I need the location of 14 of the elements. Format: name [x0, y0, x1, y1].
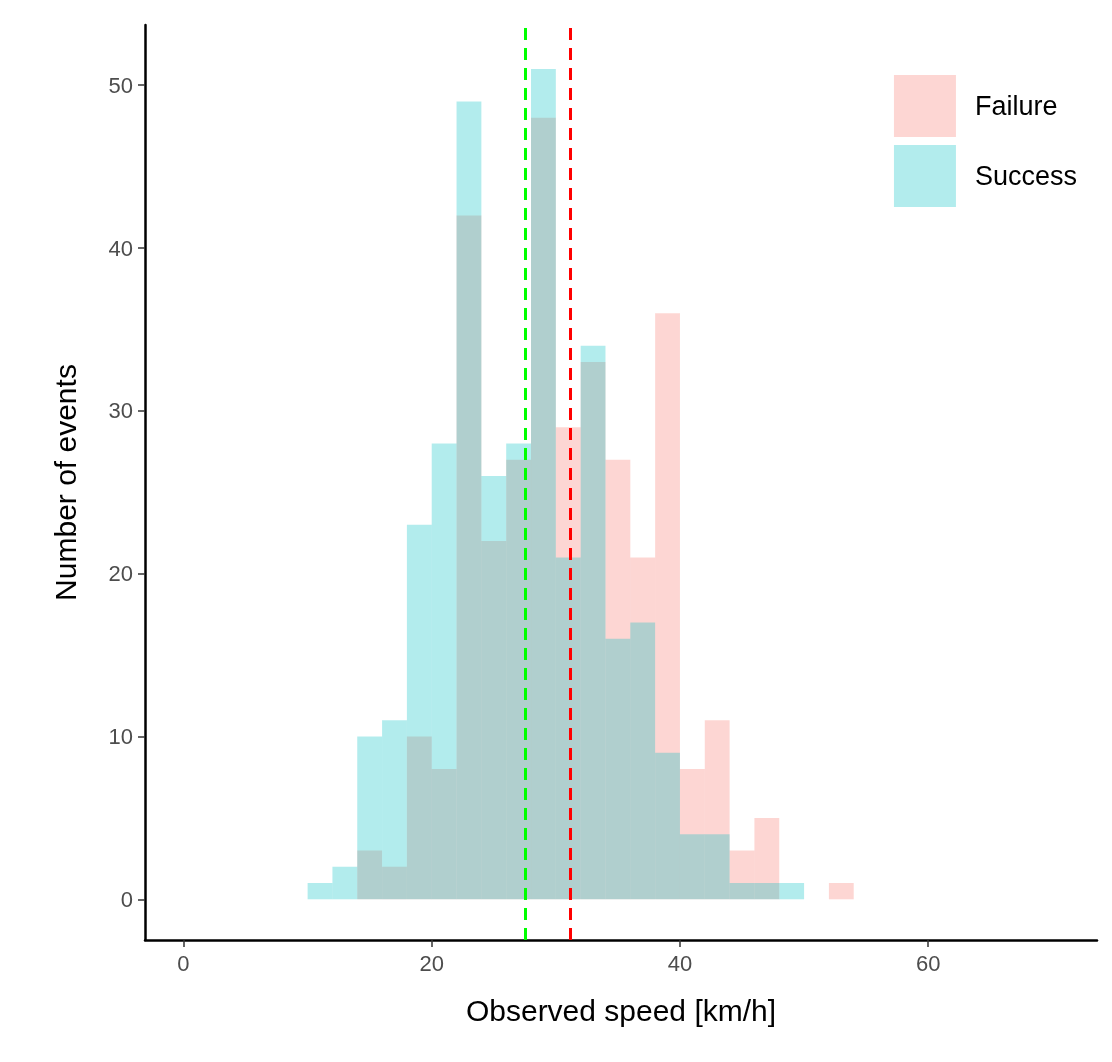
- legend-label: Failure: [974, 91, 1058, 121]
- y-tick-label: 30: [108, 398, 133, 424]
- x-tick-label: 60: [915, 950, 941, 976]
- x-tick-label: 40: [667, 950, 693, 976]
- y-tick-label: 50: [108, 72, 133, 98]
- y-tick-label: 20: [108, 561, 133, 587]
- y-tick-label: 0: [120, 886, 133, 912]
- x-tick-label: 0: [177, 950, 190, 976]
- y-tick-label: 40: [108, 235, 133, 261]
- y-tick-label: 10: [108, 723, 133, 749]
- legend-label: Success: [974, 161, 1078, 191]
- x-axis-title: Observed speed [km/h]: [465, 993, 777, 1027]
- y-axis-title: Number of events: [48, 364, 82, 601]
- x-tick-label: 20: [419, 950, 444, 976]
